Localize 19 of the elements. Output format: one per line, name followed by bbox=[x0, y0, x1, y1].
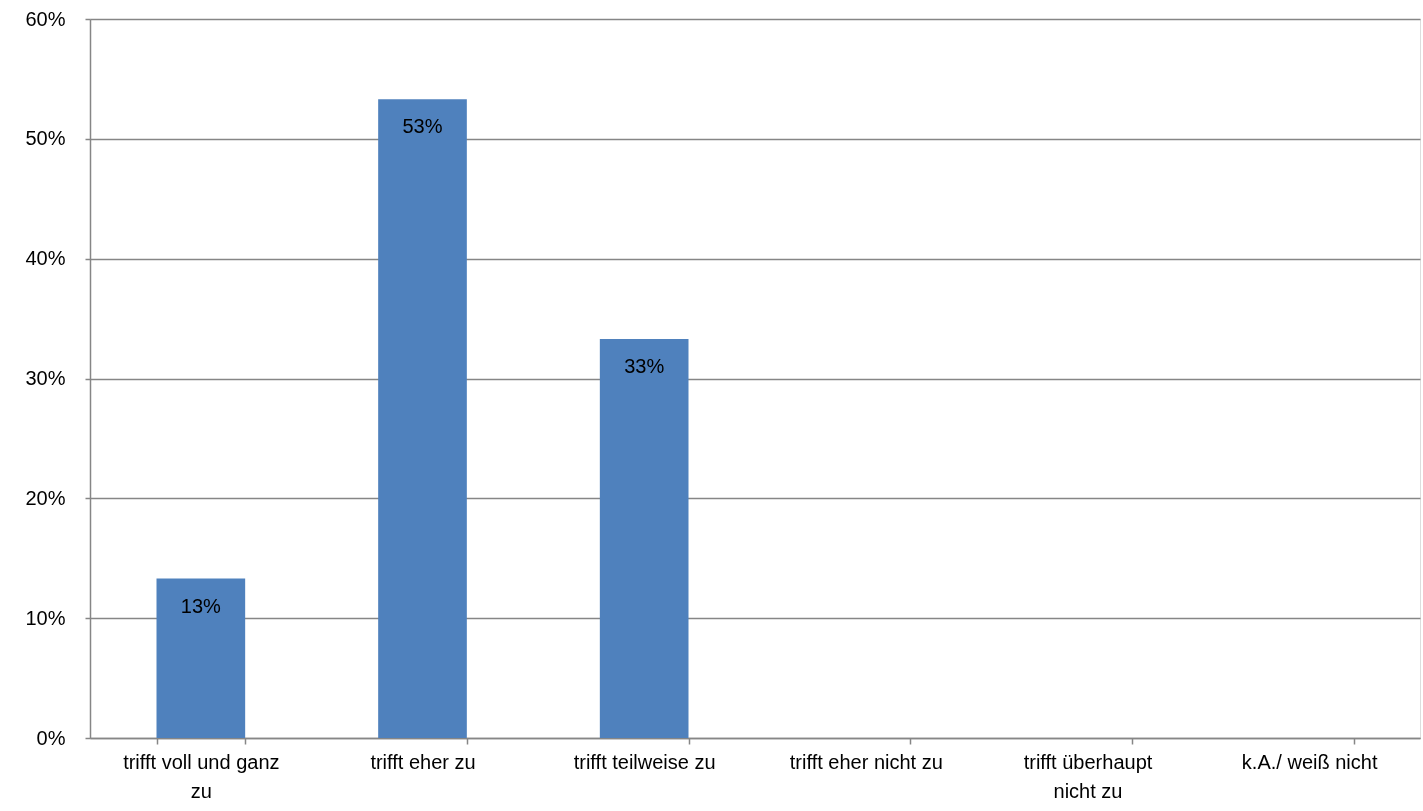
y-tick-label: 10% bbox=[25, 606, 66, 629]
y-tick-label: 40% bbox=[25, 247, 66, 270]
data-label: 33% bbox=[624, 354, 665, 377]
y-tick-label: 0% bbox=[36, 726, 66, 749]
data-label: 53% bbox=[402, 115, 443, 138]
y-tick-label: 20% bbox=[25, 486, 66, 509]
y-tick-label: 30% bbox=[25, 367, 66, 389]
bar bbox=[599, 338, 689, 738]
data-label: 13% bbox=[180, 594, 222, 617]
x-tick-label: k.A./ weiß nicht bbox=[1241, 750, 1378, 773]
y-tick-label: 50% bbox=[25, 127, 66, 150]
x-tick-label: trifft teilweise zu bbox=[573, 750, 716, 773]
x-tick-label: trifft eher nicht zu bbox=[789, 750, 943, 773]
x-tick-label: trifft eher zu bbox=[370, 750, 476, 773]
bar bbox=[378, 99, 467, 738]
x-tick-label: trifft überhaupt nicht zu bbox=[1023, 750, 1153, 802]
y-tick-label: 60% bbox=[25, 7, 66, 30]
bar bbox=[156, 578, 246, 738]
x-tick-label: trifft voll und ganz zu bbox=[123, 750, 280, 802]
